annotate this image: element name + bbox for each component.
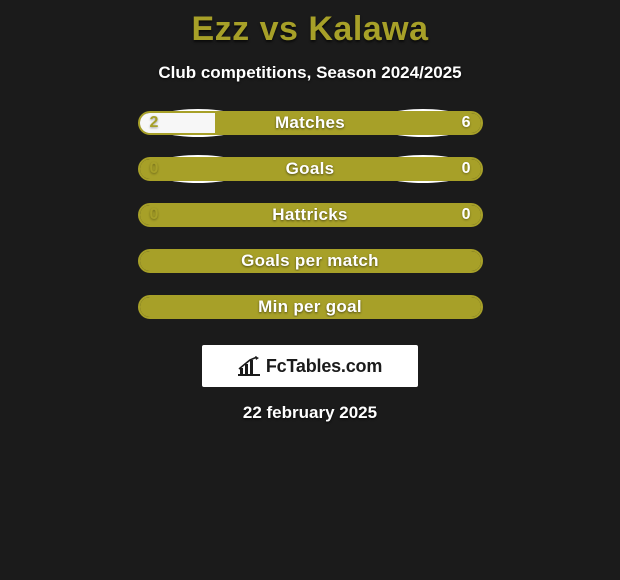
subtitle: Club competitions, Season 2024/2025 xyxy=(158,63,461,83)
chart-icon xyxy=(238,356,260,376)
comparison-card: Ezz vs Kalawa Club competitions, Season … xyxy=(0,0,620,423)
brand-logo: FcTables.com xyxy=(202,345,418,387)
stat-value-left: 0 xyxy=(150,206,159,224)
stat-bar: Matches2 6 xyxy=(138,111,483,135)
stat-row: Matches2 6 xyxy=(138,111,483,135)
stat-label: Goals per match xyxy=(140,251,481,271)
stat-label: Matches xyxy=(140,113,481,133)
stat-label: Hattricks xyxy=(140,205,481,225)
stat-value-left: 0 xyxy=(150,160,159,178)
stat-bar: Min per goal xyxy=(138,295,483,319)
stat-value-right: 0 xyxy=(462,206,471,224)
stat-bar: Goals0 0 xyxy=(138,157,483,181)
stat-value-left: 2 xyxy=(150,114,159,132)
stat-value-right: 6 xyxy=(462,114,471,132)
stat-rows: Matches26Goals00Hattricks00Goals per mat… xyxy=(138,111,483,341)
stat-label: Goals xyxy=(140,159,481,179)
brand-text: FcTables.com xyxy=(266,356,382,377)
stat-row: Goals per match xyxy=(138,249,483,273)
stat-value-right: 0 xyxy=(462,160,471,178)
stat-label: Min per goal xyxy=(140,297,481,317)
title: Ezz vs Kalawa xyxy=(191,10,428,49)
stat-bar: Goals per match xyxy=(138,249,483,273)
stat-row: Hattricks0 0 xyxy=(138,203,483,227)
stat-row: Min per goal xyxy=(138,295,483,319)
stat-row: Goals0 0 xyxy=(138,157,483,181)
update-date: 22 february 2025 xyxy=(243,403,377,423)
stat-bar: Hattricks0 0 xyxy=(138,203,483,227)
